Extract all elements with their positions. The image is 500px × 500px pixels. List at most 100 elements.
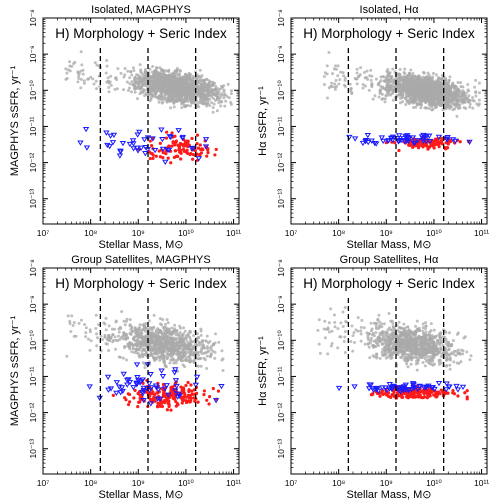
data-point <box>140 91 144 95</box>
data-point <box>160 400 164 404</box>
data-point <box>158 317 162 321</box>
data-point <box>417 91 421 95</box>
data-point <box>143 72 147 76</box>
data-point <box>92 82 96 86</box>
data-point <box>432 85 436 89</box>
data-point <box>336 64 340 68</box>
plot-frame <box>290 17 488 225</box>
data-point <box>153 80 157 84</box>
data-point <box>202 137 210 143</box>
data-point <box>144 321 148 325</box>
data-point <box>378 135 386 141</box>
x-tick-label: 10⁸ <box>332 228 345 238</box>
data-point <box>105 64 109 68</box>
data-point <box>477 102 481 106</box>
data-point <box>135 334 139 338</box>
data-point <box>163 94 167 98</box>
data-point <box>194 76 198 80</box>
data-point <box>176 92 180 96</box>
data-point <box>177 337 181 341</box>
data-point <box>412 106 416 110</box>
data-point <box>217 340 221 344</box>
data-point <box>395 133 403 139</box>
data-point <box>136 129 143 136</box>
data-point <box>188 84 192 88</box>
data-point <box>196 351 200 355</box>
data-point <box>167 403 171 407</box>
data-point <box>179 91 183 95</box>
data-point <box>342 74 346 78</box>
data-point <box>114 319 118 323</box>
data-point <box>201 148 205 152</box>
data-point <box>70 314 74 318</box>
data-point <box>182 103 186 107</box>
data-point <box>150 144 154 148</box>
data-point <box>81 72 85 76</box>
data-point <box>109 74 113 78</box>
data-point <box>179 355 183 359</box>
data-point <box>113 87 117 91</box>
data-point <box>171 391 175 395</box>
data-point <box>150 341 154 345</box>
data-point <box>202 356 206 360</box>
data-point <box>457 94 461 98</box>
data-point <box>168 74 172 78</box>
data-point <box>436 97 440 101</box>
data-point <box>415 76 419 80</box>
data-point <box>200 74 204 78</box>
data-point <box>180 106 184 110</box>
data-point <box>359 140 367 147</box>
data-point <box>477 98 481 102</box>
data-point <box>162 358 166 362</box>
x-axis-label: Stellar Mass, M⊙ <box>98 239 183 251</box>
data-point <box>443 107 447 111</box>
data-point <box>179 77 183 81</box>
data-point <box>183 77 187 81</box>
data-point <box>405 90 409 94</box>
data-point <box>159 85 163 89</box>
data-point <box>89 339 93 343</box>
data-point <box>138 342 142 346</box>
data-point <box>437 141 441 145</box>
data-point <box>79 77 83 81</box>
data-point <box>160 77 164 81</box>
data-point <box>205 334 209 338</box>
data-point <box>165 76 169 80</box>
x-tick-label: 10⁷ <box>285 228 298 238</box>
data-point <box>190 101 194 105</box>
y-tick-label: 10⁻¹³ <box>276 189 286 209</box>
data-point <box>186 346 190 350</box>
data-point <box>157 100 161 104</box>
data-point <box>126 392 130 396</box>
data-point <box>161 156 165 160</box>
data-point <box>127 345 131 349</box>
data-point <box>184 336 188 340</box>
data-point <box>165 318 169 322</box>
data-point <box>398 67 402 71</box>
data-point <box>189 338 193 342</box>
data-point <box>217 101 221 105</box>
data-point <box>158 141 162 145</box>
data-point <box>160 334 164 338</box>
data-point <box>178 141 182 146</box>
data-point <box>198 357 202 361</box>
data-point <box>178 150 182 154</box>
data-point <box>453 107 457 111</box>
data-point <box>152 395 156 400</box>
data-point <box>84 335 88 339</box>
data-point <box>342 83 346 87</box>
data-point <box>150 336 154 340</box>
data-point <box>106 76 110 80</box>
data-point <box>143 365 147 369</box>
data-point <box>377 95 381 99</box>
data-point <box>205 154 209 158</box>
data-point <box>196 146 201 150</box>
data-point <box>109 83 113 87</box>
y-tick-label: 10⁻¹¹ <box>28 116 38 136</box>
data-point <box>184 352 188 356</box>
data-point <box>175 98 179 102</box>
data-point <box>83 145 91 151</box>
data-point <box>408 71 412 75</box>
data-point <box>119 327 123 331</box>
data-point <box>176 403 180 407</box>
